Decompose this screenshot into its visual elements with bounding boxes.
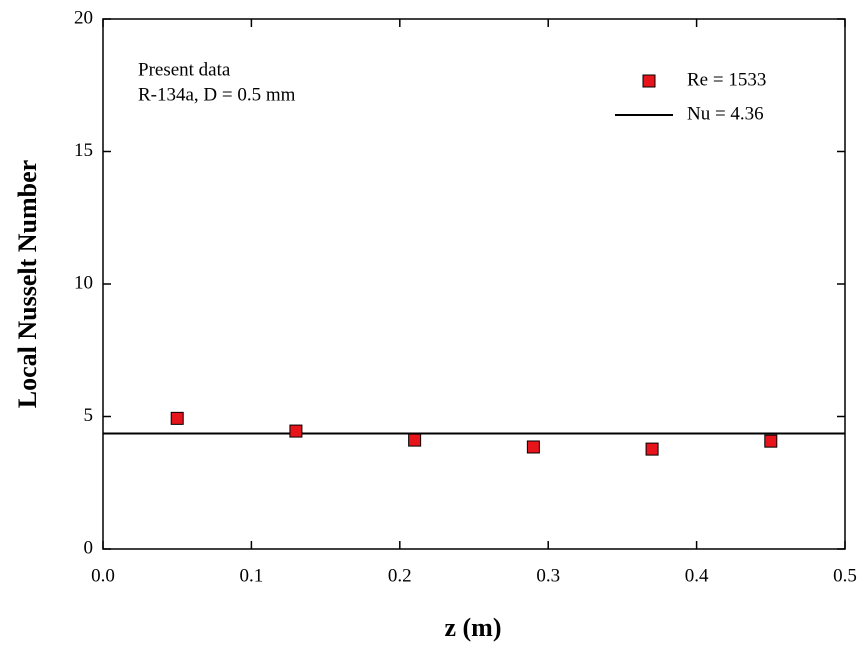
y-axis-label: Local Nusselt Number bbox=[13, 160, 42, 408]
data-point bbox=[408, 433, 422, 447]
data-point bbox=[645, 442, 659, 456]
data-point bbox=[764, 434, 778, 448]
legend-label: Re = 1533 bbox=[687, 69, 766, 90]
y-tick-label: 15 bbox=[74, 140, 93, 161]
y-tick-label: 10 bbox=[74, 272, 93, 293]
x-tick-label: 0.2 bbox=[388, 565, 412, 586]
y-tick-label: 0 bbox=[84, 537, 94, 558]
legend-marker bbox=[642, 74, 656, 88]
y-tick-label: 20 bbox=[74, 7, 93, 28]
x-tick-label: 0.3 bbox=[536, 565, 560, 586]
annotation: Present data bbox=[138, 59, 231, 80]
y-tick-label: 5 bbox=[84, 405, 94, 426]
data-point bbox=[289, 424, 303, 438]
x-tick-label: 0.1 bbox=[240, 565, 264, 586]
x-axis-label: z (m) bbox=[444, 613, 501, 642]
x-tick-label: 0.0 bbox=[91, 565, 115, 586]
annotation: R-134a, D = 0.5 mm bbox=[138, 84, 296, 105]
x-tick-label: 0.4 bbox=[685, 565, 709, 586]
x-tick-label: 0.5 bbox=[833, 565, 857, 586]
data-point bbox=[526, 440, 540, 454]
legend-label: Nu = 4.36 bbox=[687, 103, 764, 124]
data-point bbox=[170, 411, 184, 425]
